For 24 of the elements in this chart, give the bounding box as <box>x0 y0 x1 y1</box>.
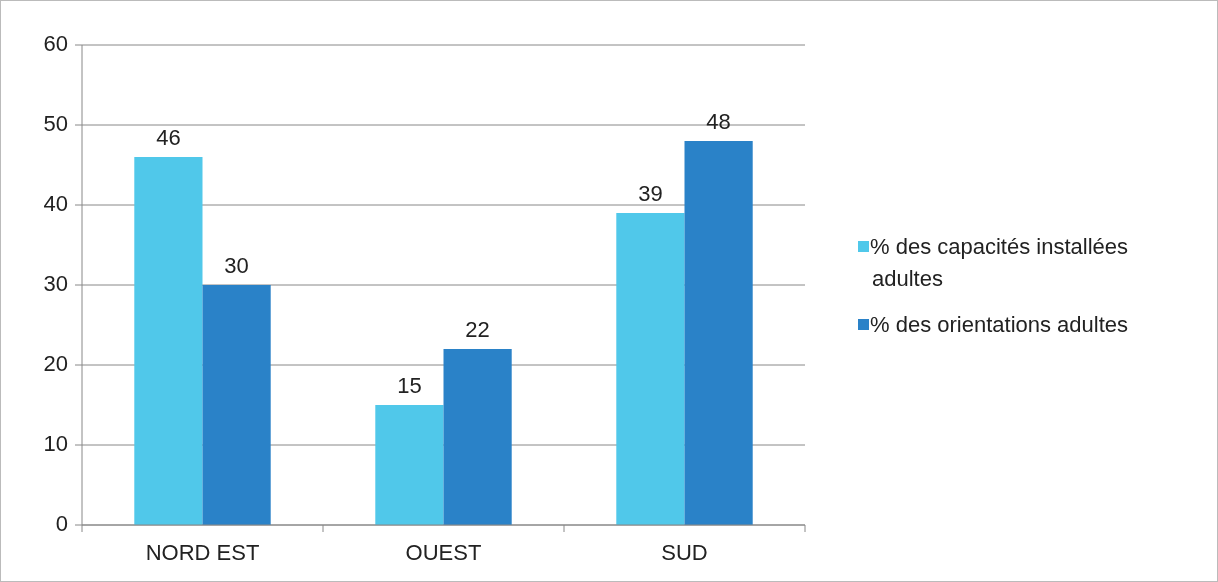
x-tick-label: SUD <box>661 540 708 565</box>
bar <box>684 141 753 525</box>
bar <box>616 213 685 525</box>
y-tick-label: 50 <box>43 110 68 136</box>
y-tick-label: 30 <box>43 270 68 296</box>
legend-label: % des orientations adultes <box>870 311 1129 337</box>
data-label: 48 <box>706 109 731 134</box>
y-tick-label: 40 <box>43 190 68 216</box>
data-label: 15 <box>397 373 422 398</box>
bar <box>443 349 512 525</box>
y-tick-label: 10 <box>43 430 68 456</box>
data-label: 39 <box>638 181 663 206</box>
bar <box>134 157 203 525</box>
x-tick-label: OUEST <box>405 540 482 565</box>
data-label: 46 <box>156 125 181 150</box>
data-label: 22 <box>465 317 490 342</box>
y-tick-label: 20 <box>43 350 68 376</box>
bar <box>375 405 444 525</box>
bar <box>202 285 271 525</box>
x-tick-label: NORD EST <box>145 540 260 565</box>
data-label: 30 <box>224 253 249 278</box>
y-tick-label: 60 <box>43 30 68 56</box>
y-tick-label: 0 <box>55 510 68 536</box>
legend-label: % des capacités installées adultes <box>870 233 1129 291</box>
